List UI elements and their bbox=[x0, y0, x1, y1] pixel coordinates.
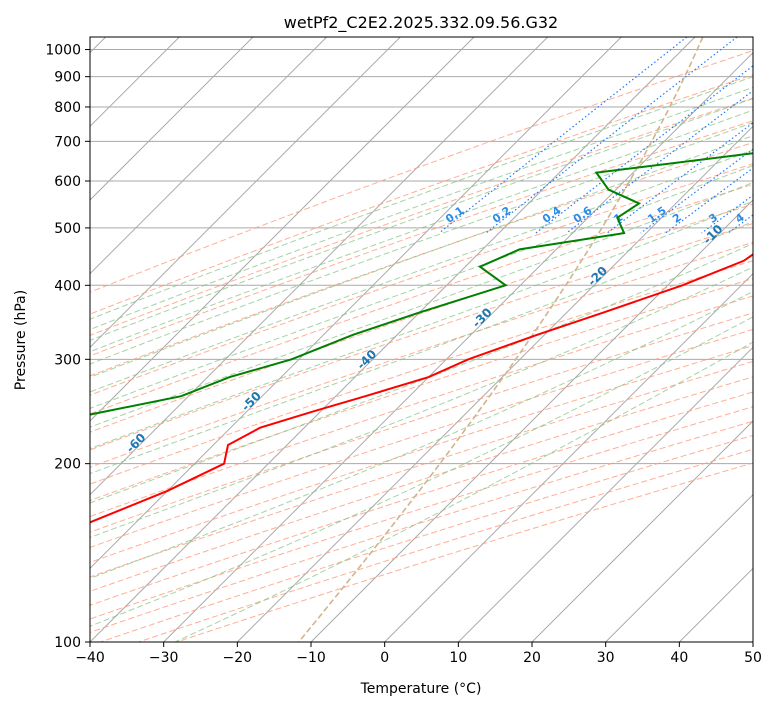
plot-frame bbox=[89, 36, 754, 643]
y-tick-label: 300 bbox=[54, 352, 81, 368]
moist-adiabat-line bbox=[90, 135, 753, 378]
isotherm-line bbox=[605, 493, 753, 642]
moist-adiabat-line bbox=[90, 86, 753, 331]
temperature-profile-line bbox=[90, 253, 753, 524]
dry-adiabat-line bbox=[90, 328, 753, 548]
mixing-ratio-label: 0.4 bbox=[540, 204, 564, 226]
y-tick-label: 200 bbox=[54, 457, 81, 473]
isotherm-line bbox=[236, 125, 753, 642]
x-tick-label: 30 bbox=[597, 650, 615, 666]
mixing-ratio-line bbox=[767, 37, 775, 233]
moist-adiabat-line bbox=[174, 341, 753, 642]
x-tick-label: 10 bbox=[449, 650, 467, 666]
x-tick-label: −20 bbox=[223, 650, 253, 666]
dry-adiabat-line bbox=[90, 391, 753, 606]
x-tick-label: 20 bbox=[523, 650, 541, 666]
isotherm-line bbox=[752, 641, 753, 642]
dry-adiabat-line bbox=[100, 434, 753, 642]
dry-adiabat-line bbox=[90, 97, 753, 336]
x-tick-label: 0 bbox=[380, 650, 389, 666]
x-tick-label: −40 bbox=[75, 650, 105, 666]
dry-adiabat-line bbox=[90, 345, 753, 563]
moist-adiabat-line bbox=[90, 109, 753, 353]
moist-adiabat-line bbox=[90, 98, 753, 341]
isotherm-line bbox=[90, 37, 401, 349]
isotherm-line bbox=[310, 199, 753, 642]
y-axis-label: Pressure (hPa) bbox=[13, 290, 29, 390]
y-tick-label: 1000 bbox=[45, 43, 81, 59]
isotherm-line bbox=[90, 37, 549, 496]
y-tick-label: 600 bbox=[54, 174, 81, 190]
x-tick-label: −10 bbox=[296, 650, 326, 666]
dry-adiabat-line bbox=[90, 74, 753, 315]
isotherm-line bbox=[90, 37, 254, 201]
isotherm-label: -10 bbox=[700, 222, 725, 247]
dry-adiabat-line bbox=[90, 50, 753, 293]
y-tick-label: 500 bbox=[54, 221, 81, 237]
x-axis-label: Temperature (°C) bbox=[360, 681, 482, 697]
dry-adiabat-line bbox=[90, 295, 753, 518]
y-tick-label: 800 bbox=[54, 100, 81, 116]
isotherm-label: -70 bbox=[8, 472, 33, 497]
isotherm-line bbox=[90, 37, 475, 422]
isotherm-line bbox=[163, 51, 753, 642]
chart-title: wetPf2_C2E2.2025.332.09.56.G32 bbox=[284, 13, 558, 33]
y-tick-label: 400 bbox=[54, 278, 81, 294]
dry-adiabat-line bbox=[90, 163, 753, 396]
x-tick-label: 40 bbox=[670, 650, 688, 666]
isotherm-line bbox=[90, 37, 328, 275]
isotherm-line bbox=[90, 37, 622, 570]
dry-adiabat-line bbox=[90, 312, 753, 533]
mixing-ratio-line bbox=[606, 122, 753, 234]
mixing-ratio-label: 4 bbox=[733, 211, 747, 226]
isotherm-line bbox=[90, 37, 696, 642]
isotherm-line bbox=[678, 567, 753, 642]
dewpoint-profile-line bbox=[90, 152, 753, 416]
moist-adiabat-line bbox=[90, 291, 753, 579]
moist-adiabat-line bbox=[90, 122, 753, 365]
y-tick-label: 700 bbox=[54, 134, 81, 150]
dry-adiabat-line bbox=[90, 260, 753, 485]
moist-adiabat-line bbox=[90, 200, 753, 450]
dry-adiabat-line bbox=[90, 241, 753, 468]
isotherm-line bbox=[457, 346, 753, 642]
y-tick-label: 100 bbox=[54, 635, 81, 651]
isotherm-label: -60 bbox=[123, 430, 148, 455]
mixing-ratio-line bbox=[566, 89, 753, 234]
moist-adiabat-line bbox=[90, 242, 753, 504]
y-tick-label: 900 bbox=[54, 70, 81, 86]
x-tick-label: −30 bbox=[149, 650, 179, 666]
plot-area: 0.10.20.40.611.52346810131620253036-100-… bbox=[8, 37, 775, 642]
dry-adiabat-line bbox=[90, 203, 753, 433]
dry-adiabat-line bbox=[90, 141, 753, 377]
mixing-ratio-label: 2 bbox=[670, 211, 684, 226]
isotherm-line bbox=[531, 420, 753, 642]
moist-adiabat-line bbox=[90, 181, 753, 428]
x-tick-label: 50 bbox=[744, 650, 762, 666]
isotherm-line bbox=[384, 272, 753, 642]
dry-adiabat-line bbox=[90, 376, 753, 592]
moist-adiabat-line bbox=[90, 316, 753, 627]
mixing-ratio-line bbox=[665, 167, 753, 234]
moist-adiabat-line bbox=[90, 149, 753, 393]
axes: −40 −30 −20 −10 0 10 20 30 40 50 100 200 300 400 500 60… bbox=[45, 36, 762, 666]
moist-adiabat-line bbox=[90, 266, 753, 539]
freezing-level-curve bbox=[298, 37, 704, 642]
mixing-ratio-line bbox=[438, 37, 688, 234]
moist-adiabat-line bbox=[90, 220, 753, 475]
mixing-ratio-line bbox=[701, 194, 753, 234]
moist-adiabat-line bbox=[90, 164, 753, 409]
mixing-ratio-line bbox=[535, 65, 753, 234]
